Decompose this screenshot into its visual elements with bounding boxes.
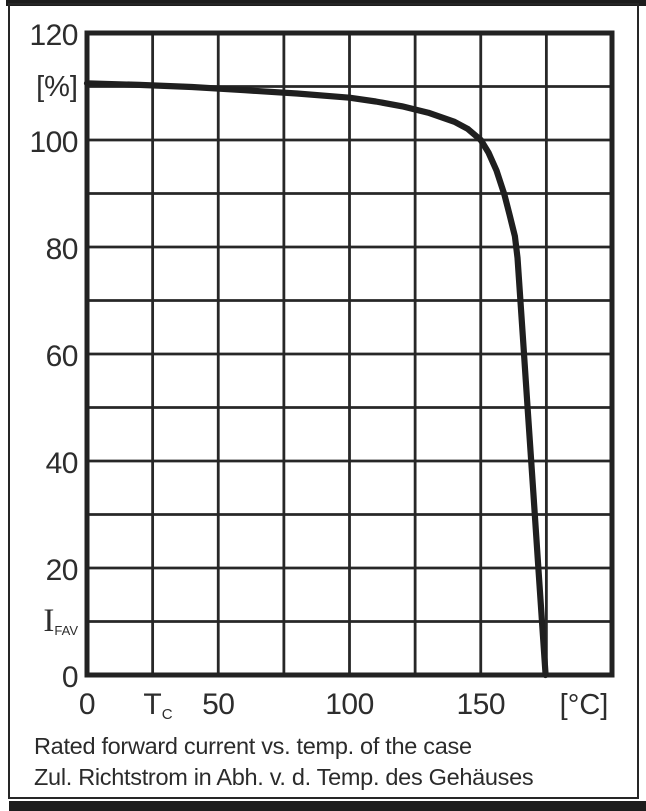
x-quantity-symbol: T bbox=[143, 688, 162, 721]
y-tick-label: 20 bbox=[45, 554, 79, 587]
x-axis-unit-label: [°C] bbox=[559, 689, 609, 721]
y-axis-unit-label: [%] bbox=[36, 71, 78, 103]
y-quantity-symbol: I bbox=[43, 603, 55, 639]
figure-caption: Rated forward current vs. temp. of the c… bbox=[34, 731, 534, 793]
caption-line-german: Zul. Richtstrom in Abh. v. d. Temp. des … bbox=[34, 764, 534, 790]
y-quantity-subscript: FAV bbox=[54, 623, 78, 638]
frame-bottom-bar bbox=[9, 801, 646, 811]
y-tick-label: 0 bbox=[61, 661, 79, 694]
y-tick-label: 120 bbox=[29, 19, 78, 52]
x-quantity-subscript: C bbox=[161, 706, 173, 723]
x-tick-label: 100 bbox=[325, 688, 374, 721]
derating-curve bbox=[83, 80, 549, 679]
y-tick-label: 40 bbox=[45, 447, 79, 480]
x-axis-quantity-label: TC bbox=[118, 690, 198, 730]
x-tick-label: 50 bbox=[202, 688, 235, 721]
y-tick-label: 100 bbox=[29, 126, 78, 159]
y-tick-label: 60 bbox=[45, 340, 79, 373]
y-axis-quantity-label: IFAV bbox=[10, 604, 78, 648]
caption-line-english: Rated forward current vs. temp. of the c… bbox=[34, 733, 472, 759]
x-tick-label: 150 bbox=[456, 688, 506, 721]
y-tick-label: 80 bbox=[45, 233, 79, 266]
x-tick-label: 0 bbox=[78, 688, 96, 721]
